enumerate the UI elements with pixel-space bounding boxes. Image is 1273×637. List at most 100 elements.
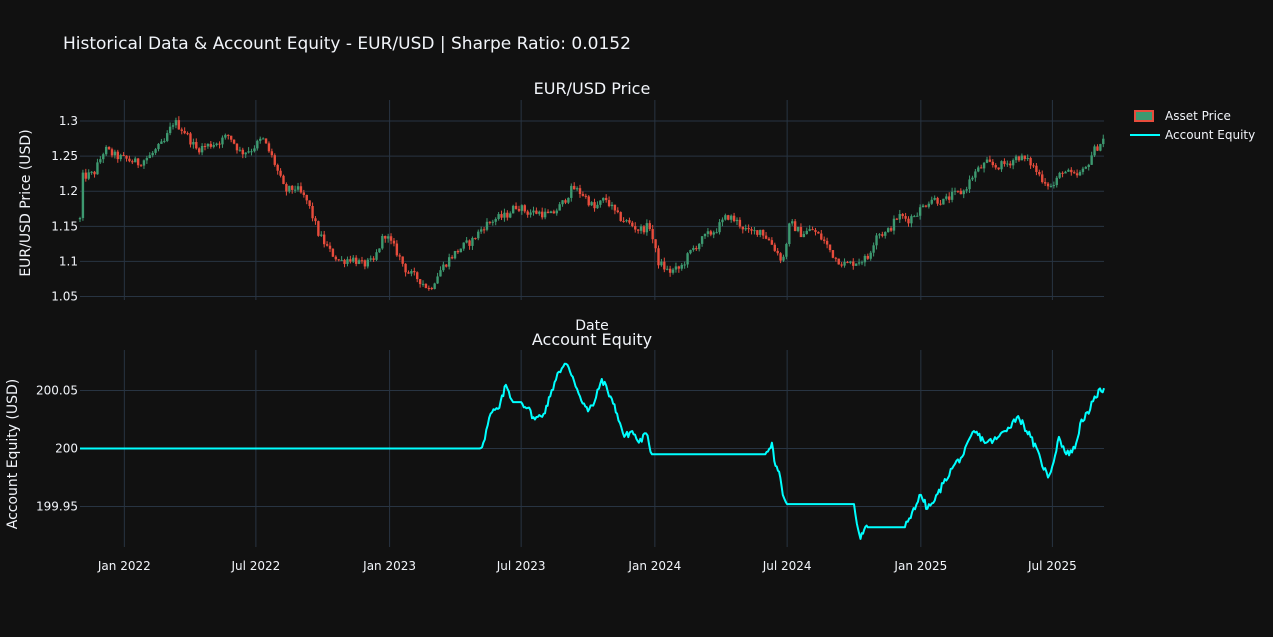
x-axis-label: Date (575, 318, 608, 334)
price-candle-body (613, 204, 617, 211)
price-candle-body (462, 242, 465, 249)
price-candle-body (99, 159, 102, 163)
price-candle-body (381, 235, 384, 249)
price-candle-body (465, 240, 468, 243)
price-y-tick-labels: 1.05 1.1 1.15 1.2 1.25 1.3 (51, 114, 78, 303)
price-candle-body (488, 221, 492, 223)
price-candle-body (145, 158, 149, 161)
price-candle-body (1038, 171, 1041, 175)
price-candle-body (939, 203, 942, 205)
equity-y-tick-label: 200.05 (36, 384, 78, 398)
price-candle-body (572, 185, 576, 190)
price-candle-body (343, 259, 346, 264)
price-candle-body (846, 261, 849, 263)
price-candle-body (93, 171, 96, 175)
price-candle-body (192, 141, 195, 145)
price-candle-body (506, 212, 509, 218)
x-tick-label: Jul 2022 (230, 559, 280, 573)
price-candle-body (142, 160, 146, 166)
price-candle-body (206, 143, 210, 147)
price-candle-body (78, 217, 82, 220)
line-icon (1130, 128, 1160, 142)
price-candle-body (631, 222, 634, 227)
price-candle-body (102, 154, 105, 160)
price-candle-body (689, 249, 692, 254)
price-candle-body (372, 258, 375, 260)
price-candle-body (619, 212, 622, 221)
price-candle-body (852, 261, 855, 266)
price-candle-body (543, 211, 547, 218)
price-candle-body (305, 194, 308, 201)
price-candle-body (433, 283, 436, 289)
price-candle-body (724, 215, 727, 220)
price-candle-body (253, 148, 256, 152)
price-candle-body (799, 227, 803, 238)
price-candle-body (325, 244, 329, 246)
equity-subplot-title: Account Equity (531, 330, 653, 349)
price-candle-body (398, 255, 401, 257)
price-candle-body (884, 232, 887, 236)
price-candle-body (244, 152, 247, 155)
price-candle-body (759, 229, 762, 235)
price-candle-body (1006, 163, 1009, 165)
price-candle-body (482, 229, 486, 231)
price-candle-body (616, 210, 619, 213)
price-candle-body (916, 215, 919, 217)
price-candle-body (808, 229, 811, 231)
legend-label-account-equity: Account Equity (1165, 127, 1256, 142)
price-candle-body (782, 256, 785, 261)
price-candle-body (90, 171, 93, 173)
price-candle-body (767, 238, 771, 241)
price-candle-body (660, 261, 663, 266)
price-candle-body (991, 161, 995, 166)
price-candle-body (776, 250, 779, 254)
x-tick-label: Jul 2023 (496, 559, 546, 573)
price-candle-body (116, 151, 119, 160)
price-candle-body (453, 250, 457, 259)
price-candle-body (825, 240, 829, 245)
price-candle-body (578, 188, 582, 195)
price-candle-body (994, 165, 997, 168)
legend-item-asset-price[interactable]: Asset Price (1130, 106, 1255, 125)
price-candle-body (921, 205, 925, 208)
price-candle-body (468, 240, 471, 246)
price-candle-body (732, 215, 736, 222)
legend-item-account-equity[interactable]: Account Equity (1130, 125, 1255, 144)
price-y-axis-label: EUR/USD Price (USD) (18, 129, 34, 276)
price-candle-body (430, 288, 433, 290)
price-candle-body (1058, 172, 1061, 178)
price-candle-body (718, 222, 721, 233)
price-candle-body (296, 186, 300, 190)
price-candle-body (293, 189, 297, 191)
price-candle-body (183, 130, 186, 134)
price-candle-body (532, 210, 535, 213)
price-candle-body (907, 218, 910, 224)
price-candle-body (474, 237, 477, 239)
x-tick-labels: Jan 2022 Jul 2022 Jan 2023 Jul 2023 Jan 2024… (97, 559, 1077, 573)
price-candle-body (948, 196, 951, 200)
price-candle-body (744, 227, 747, 230)
price-candle-body (610, 204, 614, 207)
price-candle-body (668, 268, 672, 273)
price-candle-body (104, 146, 108, 155)
price-candle-body (270, 151, 274, 156)
x-tick-label: Jan 2023 (362, 559, 416, 573)
price-candle-body (96, 162, 99, 175)
price-candle-body (674, 266, 678, 270)
price-candle-body (134, 158, 137, 163)
price-candle-body (892, 218, 896, 231)
price-candle-body (221, 137, 224, 145)
price-candle-body (203, 146, 207, 148)
price-candle-body (872, 245, 875, 253)
price-candle-body (1046, 183, 1050, 187)
price-candle-body (299, 186, 303, 193)
price-candle-body (863, 255, 867, 263)
price-candle-body (113, 151, 117, 156)
price-candle-body (979, 167, 983, 169)
price-candle-body (971, 177, 974, 180)
price-candle-body (439, 270, 442, 277)
price-candle-body (930, 199, 933, 204)
price-candle-body (157, 143, 160, 150)
price-candle-body (1064, 171, 1067, 174)
price-candle-body (404, 263, 407, 273)
